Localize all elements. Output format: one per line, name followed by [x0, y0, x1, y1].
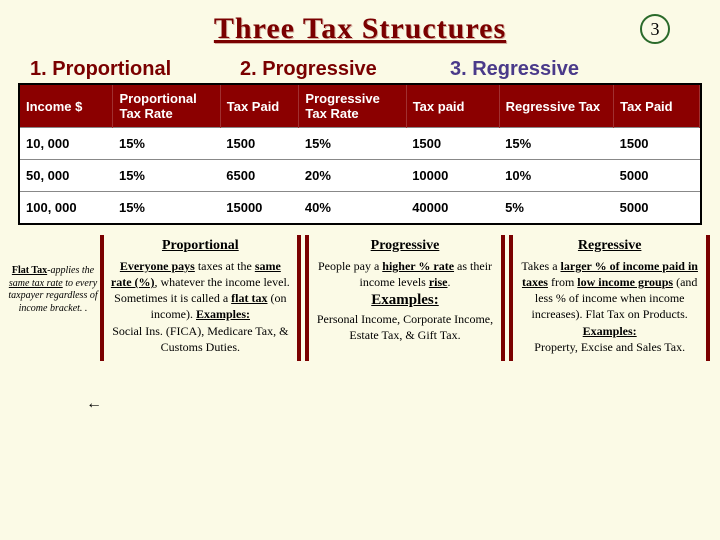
table-cell: 100, 000 [20, 192, 113, 224]
table-row: 100, 00015%1500040%400005%5000 [20, 192, 700, 224]
page-title: Three Tax Structures [214, 12, 506, 46]
table-row: 10, 00015%150015%150015%1500 [20, 128, 700, 160]
table-header: Regressive Tax [499, 85, 613, 128]
page-number-badge: 3 [640, 14, 670, 44]
table-cell: 10% [499, 160, 613, 192]
table-header: Tax Paid [614, 85, 700, 128]
table-cell: 1500 [220, 128, 299, 160]
arrow-icon: ← [86, 395, 102, 413]
examples-proportional: Social Ins. (FICA), Medicare Tax, & Cust… [110, 323, 291, 355]
col-title-progressive: Progressive [315, 237, 496, 256]
table-cell: 20% [299, 160, 406, 192]
table-cell: 5000 [614, 160, 700, 192]
flat-tax-note: Flat Tax-applies the same tax rate to ev… [8, 235, 98, 361]
table-cell: 6500 [220, 160, 299, 192]
table-cell: 15% [113, 128, 220, 160]
examples-progressive: Personal Income, Corporate Income, Estat… [315, 311, 496, 343]
table-cell: 15% [299, 128, 406, 160]
table-cell: 1500 [406, 128, 499, 160]
column-progressive: Progressive People pay a higher % rate a… [305, 235, 506, 361]
table-header: Progressive Tax Rate [299, 85, 406, 128]
table-header: Tax paid [406, 85, 499, 128]
heading-proportional: 1. Proportional [30, 58, 240, 81]
table-cell: 40000 [406, 192, 499, 224]
heading-progressive: 2. Progressive [240, 58, 450, 81]
col-title-regressive: Regressive [519, 237, 700, 256]
table-cell: 5% [499, 192, 613, 224]
table-header: Proportional Tax Rate [113, 85, 220, 128]
table-cell: 50, 000 [20, 160, 113, 192]
table-cell: 15% [113, 160, 220, 192]
table-cell: 40% [299, 192, 406, 224]
table-cell: 10, 000 [20, 128, 113, 160]
table-cell: 1500 [614, 128, 700, 160]
table-cell: 10000 [406, 160, 499, 192]
table-cell: 15% [113, 192, 220, 224]
col-title-proportional: Proportional [110, 237, 291, 256]
table-cell: 15000 [220, 192, 299, 224]
table-header: Income $ [20, 85, 113, 128]
structure-headings: 1. Proportional 2. Progressive 3. Regres… [0, 54, 720, 83]
column-regressive: Regressive Takes a larger % of income pa… [509, 235, 710, 361]
tax-table: Income $Proportional Tax RateTax PaidPro… [18, 83, 702, 225]
table-header: Tax Paid [220, 85, 299, 128]
table-cell: 15% [499, 128, 613, 160]
table-row: 50, 00015%650020%1000010%5000 [20, 160, 700, 192]
table-cell: 5000 [614, 192, 700, 224]
column-proportional: Proportional Everyone pays taxes at the … [100, 235, 301, 361]
heading-regressive: 3. Regressive [450, 58, 660, 81]
examples-regressive: Property, Excise and Sales Tax. [519, 339, 700, 355]
